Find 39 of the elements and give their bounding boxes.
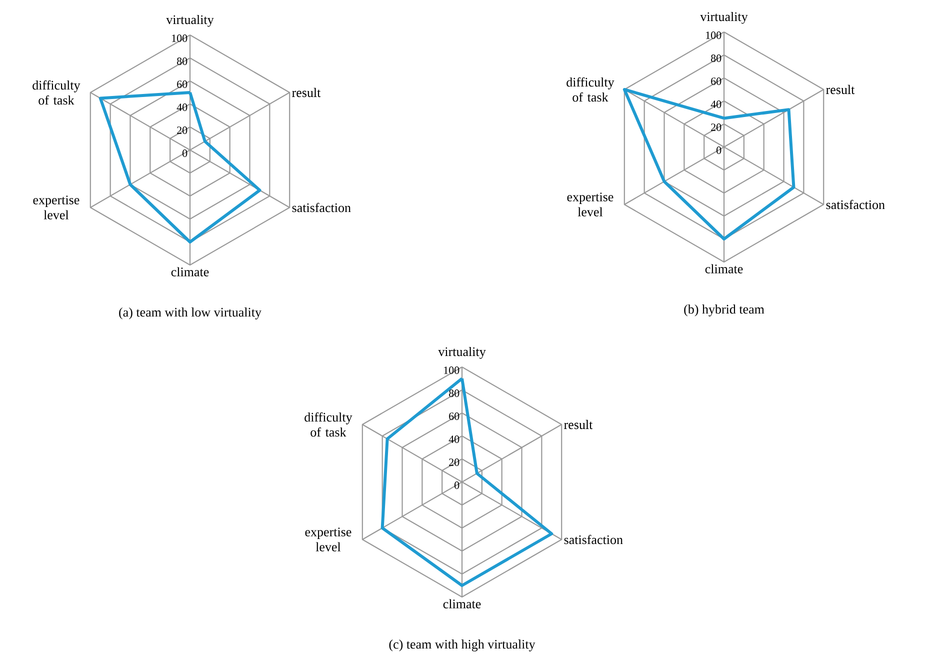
spoke-label: expertise level: [305, 528, 352, 552]
spoke-label: virtuality: [700, 12, 748, 24]
spoke-label: climate: [443, 599, 481, 608]
y-tick-label: 40: [710, 100, 722, 108]
y-tick-label: 80: [711, 54, 722, 62]
spoke-label: expertise level: [33, 196, 80, 220]
spoke-label: result: [826, 84, 855, 94]
y-tick-label: 100: [706, 32, 722, 39]
y-tick-label: 80: [177, 58, 188, 65]
spoke-label: satisfaction: [826, 200, 885, 210]
spoke-label: expertise level: [567, 192, 614, 216]
text: (a) team with low virtuality: [119, 308, 262, 320]
text: (c) team with high virtuality: [389, 640, 536, 652]
y-tick-label: 20: [177, 126, 188, 134]
y-tick-label: 20: [711, 124, 722, 131]
spoke-label: virtuality: [438, 346, 486, 359]
spoke-label: climate: [171, 267, 209, 276]
y-tick-label: 0: [454, 482, 460, 489]
y-tick-label: 0: [716, 146, 722, 154]
y-tick-label: 0: [182, 150, 188, 157]
spoke-label: difficulty of task: [32, 80, 80, 105]
y-tick-label: 20: [449, 458, 460, 466]
y-tick-label: 60: [711, 78, 722, 85]
spoke-label: result: [292, 88, 321, 98]
y-tick-label: 40: [176, 104, 188, 111]
spoke-label: satisfaction: [292, 202, 351, 212]
spoke-label: result: [564, 420, 593, 430]
y-tick-label: 100: [172, 34, 188, 42]
y-tick-label: 100: [444, 366, 460, 374]
text: (b) hybrid team: [684, 304, 764, 316]
y-tick-label: 80: [449, 390, 460, 397]
spoke-label: difficulty of task: [304, 412, 352, 437]
spoke-label: virtuality: [166, 14, 214, 27]
y-tick-label: 40: [448, 436, 460, 443]
y-tick-label: 60: [449, 412, 460, 420]
spoke-label: difficulty of task: [566, 77, 614, 102]
spoke-label: climate: [705, 264, 743, 274]
y-tick-label: 60: [177, 80, 188, 88]
spoke-label: satisfaction: [564, 534, 623, 544]
